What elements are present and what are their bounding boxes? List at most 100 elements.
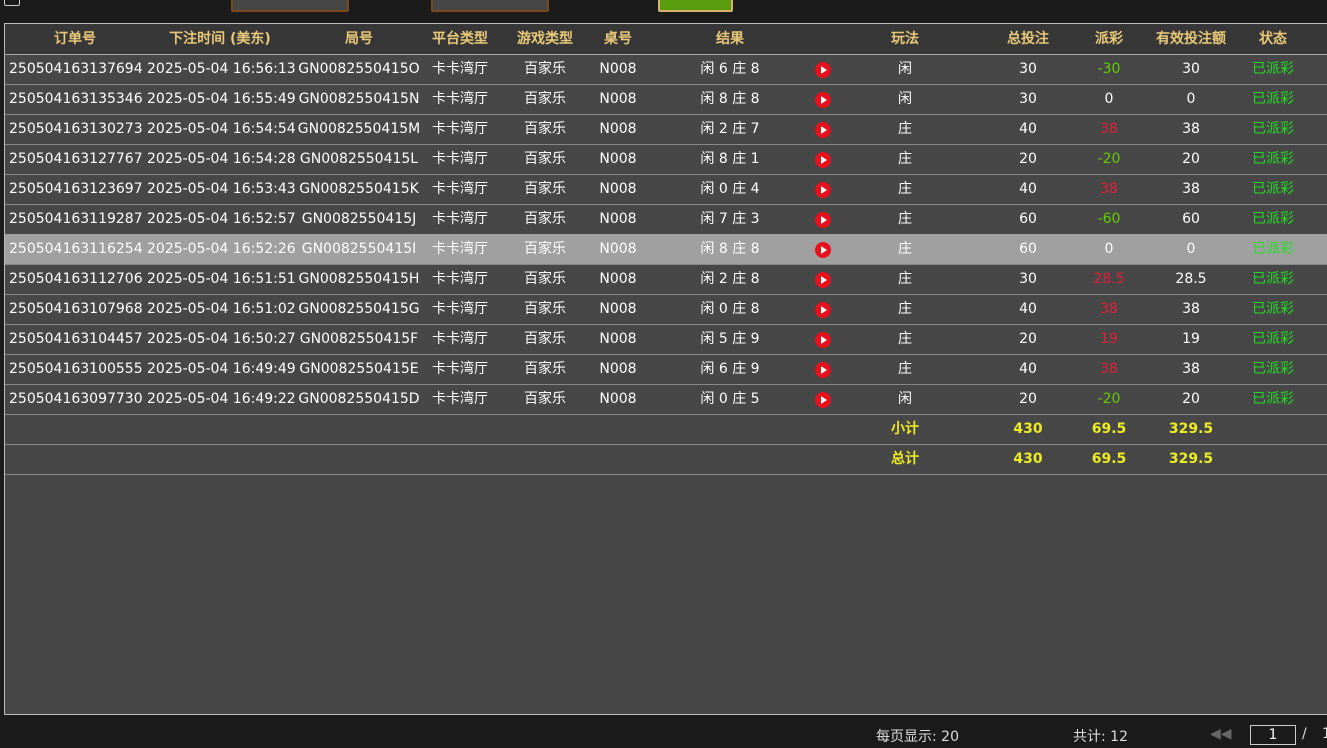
result: 闲 0 庄 4 xyxy=(700,181,760,197)
column-header: 结果 xyxy=(716,31,744,47)
play-icon[interactable] xyxy=(815,302,831,318)
column-header: 游戏类型 xyxy=(517,31,573,47)
game-type: 百家乐 xyxy=(524,181,566,197)
bet-time: 2025-05-04 16:49:22 xyxy=(147,391,296,407)
column-header: 有效投注额 xyxy=(1156,31,1226,47)
top-button-1[interactable] xyxy=(231,0,349,12)
play-icon[interactable] xyxy=(815,92,831,108)
column-header: 总投注 xyxy=(1007,31,1049,47)
bet-type: 庄 xyxy=(898,121,912,137)
sum-total-bet: 430 xyxy=(1013,421,1043,437)
play-icon[interactable] xyxy=(815,332,831,348)
column-header: 派彩 xyxy=(1095,31,1123,47)
game-type: 百家乐 xyxy=(524,391,566,407)
total-bet: 20 xyxy=(1019,391,1037,407)
platform: 卡卡湾厅 xyxy=(432,301,488,317)
result: 闲 5 庄 9 xyxy=(700,331,760,347)
order-id: 250504163097730 xyxy=(9,391,143,407)
table-row[interactable]: 250504163116254 2025-05-04 16:52:26 GN0082… xyxy=(5,234,1327,265)
bet-time: 2025-05-04 16:52:26 xyxy=(147,241,296,257)
play-icon[interactable] xyxy=(815,392,831,408)
table-header: 订单号 下注时间 (美东) 局号 平台类型 游戏类型 桌号 结果 玩法 总投注 派彩 有效投注额 状态 xyxy=(5,24,1327,55)
status: 已派彩 xyxy=(1252,61,1294,77)
bet-records-table: 订单号 下注时间 (美东) 局号 平台类型 游戏类型 桌号 结果 玩法 总投注 派彩 有效投注额 状态… xyxy=(4,23,1327,715)
result: 闲 8 庄 8 xyxy=(700,91,760,107)
play-icon[interactable] xyxy=(815,122,831,138)
sum-valid-bet: 329.5 xyxy=(1168,451,1214,467)
round-id: GN0082550415H xyxy=(298,271,420,287)
table-no: N008 xyxy=(599,181,637,197)
bet-type: 庄 xyxy=(898,181,912,197)
result: 闲 6 庄 8 xyxy=(700,61,760,77)
game-type: 百家乐 xyxy=(524,271,566,287)
bet-type: 闲 xyxy=(898,91,912,107)
play-icon[interactable] xyxy=(815,152,831,168)
table-row[interactable]: 250504163123697 2025-05-04 16:53:43 GN0082… xyxy=(5,174,1327,205)
bet-type: 庄 xyxy=(898,301,912,317)
play-icon[interactable] xyxy=(815,62,831,78)
table-row[interactable]: 250504163130273 2025-05-04 16:54:54 GN0082… xyxy=(5,114,1327,145)
per-page-label: 每页显示: 20 xyxy=(876,729,959,745)
result: 闲 8 庄 8 xyxy=(700,241,760,257)
play-icon[interactable] xyxy=(815,182,831,198)
valid-bet: 38 xyxy=(1182,301,1200,317)
platform: 卡卡湾厅 xyxy=(432,61,488,77)
table-row[interactable]: 250504163127767 2025-05-04 16:54:28 GN0082… xyxy=(5,144,1327,175)
sum-payout: 69.5 xyxy=(1091,421,1127,437)
subtotal-row: 小计 430 69.5 329.5 xyxy=(5,414,1327,445)
play-icon[interactable] xyxy=(815,362,831,378)
payout: 0 xyxy=(1104,91,1114,107)
top-button-2[interactable] xyxy=(431,0,549,12)
order-id: 250504163123697 xyxy=(9,181,143,197)
total-bet: 40 xyxy=(1019,301,1037,317)
bet-time: 2025-05-04 16:56:13 xyxy=(147,61,296,77)
first-page-icon[interactable]: ◀◀ xyxy=(1210,726,1232,742)
play-icon[interactable] xyxy=(815,242,831,258)
order-id: 250504163104457 xyxy=(9,331,143,347)
sum-total-bet: 430 xyxy=(1013,451,1043,467)
order-id: 250504163127767 xyxy=(9,151,143,167)
round-id: GN0082550415N xyxy=(298,91,420,107)
table-no: N008 xyxy=(599,331,637,347)
table-no: N008 xyxy=(599,91,637,107)
play-icon[interactable] xyxy=(815,272,831,288)
table-row[interactable]: 250504163135346 2025-05-04 16:55:49 GN0082… xyxy=(5,84,1327,115)
menu-icon[interactable] xyxy=(4,0,20,6)
game-type: 百家乐 xyxy=(524,91,566,107)
bet-type: 闲 xyxy=(898,391,912,407)
bet-time: 2025-05-04 16:52:57 xyxy=(147,211,296,227)
table-row[interactable]: 250504163119287 2025-05-04 16:52:57 GN0082… xyxy=(5,204,1327,235)
payout: -30 xyxy=(1097,61,1121,77)
table-no: N008 xyxy=(599,121,637,137)
table-no: N008 xyxy=(599,301,637,317)
bet-time: 2025-05-04 16:50:27 xyxy=(147,331,296,347)
play-icon[interactable] xyxy=(815,212,831,228)
platform: 卡卡湾厅 xyxy=(432,91,488,107)
status: 已派彩 xyxy=(1252,91,1294,107)
result: 闲 6 庄 9 xyxy=(700,361,760,377)
sum-payout: 69.5 xyxy=(1091,451,1127,467)
game-type: 百家乐 xyxy=(524,211,566,227)
column-header: 玩法 xyxy=(891,31,919,47)
result: 闲 2 庄 7 xyxy=(700,121,760,137)
total-bet: 20 xyxy=(1019,151,1037,167)
sum-label: 小计 xyxy=(891,421,919,437)
round-id: GN0082550415E xyxy=(299,361,419,377)
table-row[interactable]: 250504163112706 2025-05-04 16:51:51 GN0082… xyxy=(5,264,1327,295)
result: 闲 2 庄 8 xyxy=(700,271,760,287)
table-row[interactable]: 250504163100555 2025-05-04 16:49:49 GN0082… xyxy=(5,354,1327,385)
bet-time: 2025-05-04 16:49:49 xyxy=(147,361,296,377)
bet-type: 庄 xyxy=(898,271,912,287)
table-row[interactable]: 250504163104457 2025-05-04 16:50:27 GN0082… xyxy=(5,324,1327,355)
game-type: 百家乐 xyxy=(524,151,566,167)
search-button[interactable] xyxy=(658,0,733,12)
table-row[interactable]: 250504163107968 2025-05-04 16:51:02 GN0082… xyxy=(5,294,1327,325)
platform: 卡卡湾厅 xyxy=(432,391,488,407)
page-input[interactable]: 1 xyxy=(1250,725,1296,745)
status: 已派彩 xyxy=(1252,301,1294,317)
payout: -20 xyxy=(1097,151,1121,167)
round-id: GN0082550415M xyxy=(297,121,421,137)
table-row[interactable]: 250504163137694 2025-05-04 16:56:13 GN0082… xyxy=(5,54,1327,85)
table-row[interactable]: 250504163097730 2025-05-04 16:49:22 GN0082… xyxy=(5,384,1327,415)
valid-bet: 19 xyxy=(1182,331,1200,347)
